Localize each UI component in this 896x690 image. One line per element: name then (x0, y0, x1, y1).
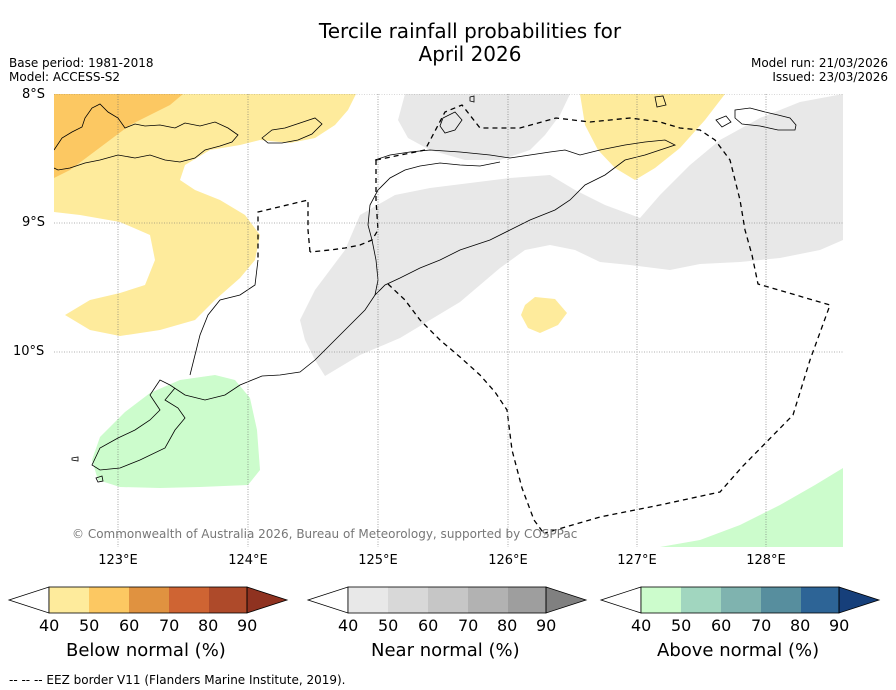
eez-footnote: -- -- -- EEZ border V11 (Flanders Marine… (9, 673, 346, 687)
colorbar-below-tick: 40 (39, 616, 60, 635)
colorbar-below-frame (48, 586, 248, 614)
colorbar-near-tick: 40 (338, 616, 359, 635)
coastline-small-island-3 (715, 115, 732, 128)
eez-border (257, 104, 831, 536)
colorbar-below-bin-40-50 (49, 587, 89, 613)
colorbar-near-tick: 50 (378, 616, 399, 635)
lon-label-125e: 125°E (358, 553, 398, 568)
colorbar-near-title: Near normal (%) (371, 640, 520, 661)
copyright-notice: © Commonwealth of Australia 2026, Bureau… (72, 527, 578, 541)
lat-label-9s: 9°S (22, 215, 46, 230)
map-title: Tercile rainfall probabilities for April… (0, 20, 896, 66)
coastline-timor-north (91, 139, 677, 471)
colorbar-above-frame (640, 586, 840, 614)
colorbar-above-bin-60-70 (721, 587, 761, 613)
colorbar-above-tick: 50 (671, 616, 692, 635)
colorbar-near-tick: 80 (497, 616, 518, 635)
colorbar-below-tick: 80 (198, 616, 219, 635)
colorbar-near-upper-arrow (545, 586, 588, 614)
coastline-atauro (439, 111, 463, 134)
colorbar-below-tick: 60 (119, 616, 140, 635)
colorbar-above-bin-40-50 (641, 587, 681, 613)
lat-label-8s: 8°S (22, 87, 46, 102)
issued-date: Issued: 23/03/2026 (772, 70, 888, 84)
lat-label-10s: 10°S (13, 344, 45, 359)
colorbar-below-tick: 50 (79, 616, 100, 635)
colorbar-above-title: Above normal (%) (657, 640, 820, 661)
colorbar-above-lower-arrow (599, 586, 642, 614)
eez-border-east (375, 104, 831, 534)
colorbar-near-tick: 90 (536, 616, 557, 635)
coastline-flores-alor (54, 103, 239, 171)
lon-label-124e: 124°E (228, 553, 268, 568)
below-normal-50-region-small (521, 297, 567, 333)
coastline-small-island-1 (654, 95, 667, 108)
coastline-timor-inner (189, 259, 259, 376)
coastlines (54, 95, 797, 483)
base-period: Base period: 1981-2018 (9, 56, 154, 70)
colorbar-above-normal (599, 586, 881, 614)
near-normal-region-main (300, 94, 843, 376)
colorbar-above-tick: 90 (829, 616, 850, 635)
coastline-timor-west (367, 161, 501, 296)
lon-label-127e: 127°E (617, 553, 657, 568)
title-line-2: April 2026 (418, 42, 522, 66)
colorbar-above-bin-50-60 (681, 587, 721, 613)
above-normal-region-timor (92, 375, 260, 488)
colorbar-below-bin-70-80 (169, 587, 209, 613)
colorbar-near-frame (347, 586, 547, 614)
map-plot-area (54, 94, 843, 547)
above-normal-region-southeast (660, 468, 843, 547)
colorbar-near-bin-40-50 (348, 587, 388, 613)
colorbar-below-bin-60-70 (129, 587, 169, 613)
title-line-1: Tercile rainfall probabilities for (318, 19, 622, 43)
colorbar-above-upper-arrow (838, 586, 881, 614)
colorbar-above-tick: 60 (711, 616, 732, 635)
gridlines (54, 94, 843, 547)
lon-label-128e: 128°E (746, 553, 786, 568)
colorbar-above-tick: 70 (751, 616, 772, 635)
coastline-wetar-islands (261, 117, 323, 144)
colorbar-below-bin-50-60 (89, 587, 129, 613)
coastline-small-island-6 (95, 475, 104, 483)
colorbar-near-bin-70-80 (468, 587, 508, 613)
lon-label-123e: 123°E (98, 553, 138, 568)
eez-border-main (257, 160, 379, 260)
colorbar-above-tick: 40 (631, 616, 652, 635)
colorbar-below-title: Below normal (%) (66, 640, 226, 661)
colorbar-below-upper-arrow (246, 586, 289, 614)
model-name: Model: ACCESS-S2 (9, 70, 121, 84)
below-normal-50-region-west (54, 94, 356, 336)
coastline-small-island-5 (71, 456, 79, 462)
colorbar-above-bin-70-80 (761, 587, 801, 613)
below-normal-50-region-north (580, 94, 725, 180)
lon-label-126e: 126°E (488, 553, 528, 568)
colorbar-near-bin-60-70 (428, 587, 468, 613)
colorbar-near-bin-80-90 (508, 587, 546, 613)
colorbar-above-bin-80-90 (801, 587, 839, 613)
colorbar-below-bin-80-90 (209, 587, 247, 613)
colorbar-near-bin-50-60 (388, 587, 428, 613)
colorbar-below-tick: 90 (237, 616, 258, 635)
colorbar-near-tick: 70 (458, 616, 479, 635)
colorbar-above-tick: 80 (790, 616, 811, 635)
coastline-small-island-2 (734, 107, 797, 131)
colorbar-near-normal (306, 586, 588, 614)
model-run: Model run: 21/03/2026 (750, 56, 888, 70)
colorbar-near-tick: 60 (418, 616, 439, 635)
coastline-small-island-4 (469, 95, 475, 103)
colorbar-below-tick: 70 (159, 616, 180, 635)
near-normal-region-north (398, 94, 570, 160)
colorbar-below-normal (7, 586, 289, 614)
colorbar-below-lower-arrow (7, 586, 50, 614)
colorbar-near-lower-arrow (306, 586, 349, 614)
below-normal-60-region (54, 94, 183, 178)
